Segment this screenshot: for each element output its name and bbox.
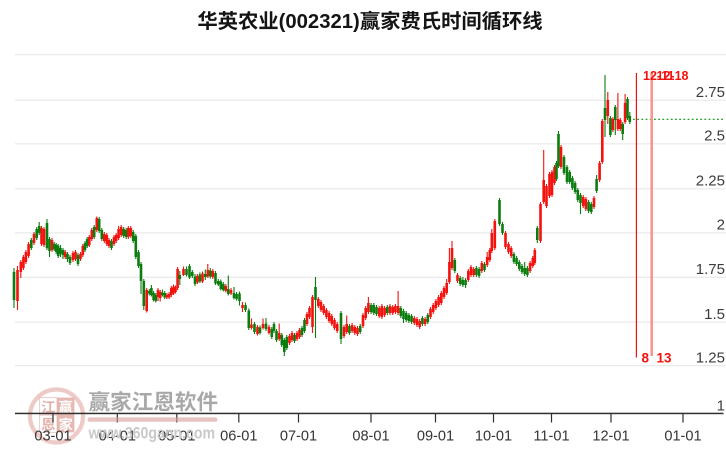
svg-text:01-01: 01-01 [664,429,701,445]
svg-text:1: 1 [717,397,725,414]
svg-text:12-11: 12-11 [643,69,674,83]
svg-text:2.75: 2.75 [696,84,725,101]
svg-text:06-01: 06-01 [220,429,257,445]
svg-text:2.5: 2.5 [704,128,725,145]
svg-text:1.5: 1.5 [704,306,725,323]
svg-text:www.360gann.com: www.360gann.com [88,424,215,443]
svg-text:08-01: 08-01 [352,429,389,445]
svg-text:03-01: 03-01 [34,429,71,445]
svg-text:10-01: 10-01 [475,429,512,445]
svg-text:07-01: 07-01 [280,429,317,445]
svg-text:11-01: 11-01 [533,429,569,445]
svg-text:2: 2 [717,217,725,234]
svg-text:13: 13 [657,351,673,366]
svg-text:8: 8 [642,351,650,366]
svg-text:(002321): (002321) [279,11,360,33]
svg-text:09-01: 09-01 [417,429,454,445]
svg-text:1.75: 1.75 [696,261,725,278]
svg-text:12-18: 12-18 [657,69,689,83]
svg-text:12-01: 12-01 [592,429,629,445]
svg-text:04-01: 04-01 [99,429,136,445]
svg-text:2.25: 2.25 [696,173,725,190]
svg-text:05-01: 05-01 [158,429,195,445]
svg-text:1.25: 1.25 [696,349,725,366]
